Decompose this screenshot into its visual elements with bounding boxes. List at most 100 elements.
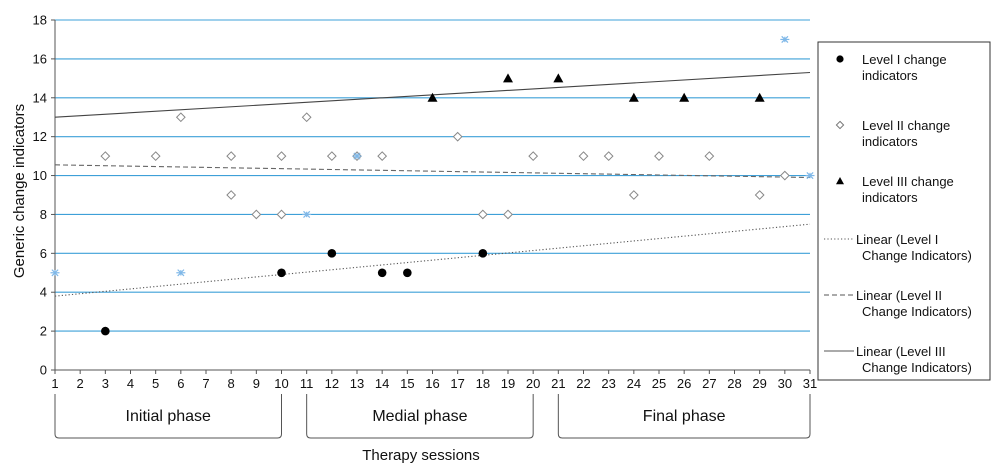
x-tick-label: 17: [450, 376, 464, 391]
x-tick-label: 4: [127, 376, 134, 391]
x-tick-label: 27: [702, 376, 716, 391]
x-tick-label: 11: [300, 376, 314, 391]
x-tick-label: 6: [177, 376, 184, 391]
y-tick-label: 6: [40, 246, 47, 261]
triangle-point: [628, 92, 639, 102]
x-tick-label: 8: [228, 376, 235, 391]
x-tick-label: 12: [325, 376, 339, 391]
axes: [54, 20, 810, 371]
y-tick-labels: 0 2 4 6 8 10 12 14 16 18: [33, 13, 55, 378]
legend: Level I change indicators Level II change i…: [817, 41, 991, 381]
legend-entry-trend1: Linear (Level I Change Indicators): [856, 232, 972, 263]
triangle-point: [553, 73, 564, 83]
circle-point: [277, 268, 286, 278]
phase-label: Medial phase: [372, 408, 467, 425]
legend-symbol: [836, 177, 844, 185]
y-tick-label: 2: [40, 324, 47, 339]
triangle-point: [427, 92, 438, 102]
asterisk-point: [805, 171, 815, 180]
x-tick-label: 20: [526, 376, 540, 391]
x-tick-label: 5: [152, 376, 159, 391]
diamond-point: [150, 151, 161, 162]
diamond-point: [100, 151, 111, 162]
trendlines: [54, 71, 811, 297]
diamond-point: [628, 190, 639, 200]
x-tick-label: 10: [274, 376, 288, 391]
legend-entry-trend2: Linear (Level II Change Indicators): [856, 288, 972, 319]
x-tick-label: 25: [652, 376, 666, 391]
circle-point: [327, 249, 337, 258]
diamond-point: [704, 151, 715, 162]
x-tick-label: 21: [551, 376, 565, 391]
x-tick-label: 19: [501, 376, 515, 391]
phase-brackets: Initial phase Medial phase Final phase: [54, 394, 811, 439]
phase-label: Initial phase: [126, 408, 211, 425]
phase-label: Final phase: [643, 408, 726, 425]
diamond-point: [503, 209, 513, 220]
trendline: [54, 223, 811, 297]
x-tick-label: 1: [51, 376, 58, 391]
x-tick-label: 22: [576, 376, 590, 391]
x-tick-label: 24: [627, 376, 641, 391]
diamond-point: [251, 209, 262, 220]
phase-bracket: [306, 416, 534, 439]
x-tick-label: 18: [476, 376, 490, 391]
y-tick-label: 14: [33, 90, 47, 105]
x-tick-label: 16: [425, 376, 439, 391]
triangle-point: [679, 92, 690, 102]
diamond-point: [754, 190, 765, 200]
x-tick-label: 2: [77, 376, 84, 391]
x-tick-label: 15: [400, 376, 414, 391]
legend-entry-level1: Level I change indicators: [862, 52, 947, 83]
diamond-point: [377, 151, 388, 162]
x-tick-label: 3: [102, 376, 109, 391]
x-tick-label: 28: [727, 376, 741, 391]
x-tick-labels: 1 2 3 4 5 6 7 8 9 10 11 12 13 14 15 16 17 18 19 20 21 22 23 24 2…: [51, 370, 817, 391]
triangle-point: [503, 73, 513, 83]
data-points: [50, 35, 815, 336]
phase-bracket: [54, 416, 282, 439]
x-tick-label: 26: [677, 376, 691, 391]
y-tick-label: 8: [40, 207, 47, 222]
y-axis-title: Generic change indicators: [11, 104, 28, 278]
circle-point: [478, 249, 488, 258]
x-tick-label: 29: [752, 376, 766, 391]
x-tick-label: 23: [601, 376, 615, 391]
legend-symbol: [835, 120, 845, 130]
phase-bracket: [557, 416, 811, 439]
diamond-point: [528, 151, 539, 162]
y-tick-label: 12: [33, 129, 47, 144]
x-tick-label: 7: [202, 376, 209, 391]
x-tick-label: 30: [778, 376, 792, 391]
x-tick-label: 9: [253, 376, 260, 391]
diamond-point: [779, 170, 790, 181]
diamond-point: [175, 112, 186, 123]
diamond-point: [603, 151, 614, 162]
diamond-point: [226, 190, 237, 200]
y-tick-label: 18: [33, 13, 47, 28]
diamond-point: [578, 151, 589, 162]
y-tick-label: 10: [33, 168, 47, 183]
legend-entry-trend3: Linear (Level III Change Indicators): [856, 344, 972, 375]
circle-point: [101, 326, 110, 336]
asterisk-point: [780, 35, 790, 44]
diamond-point: [654, 151, 664, 162]
diamond-point: [326, 151, 337, 162]
y-tick-label: 16: [33, 51, 47, 66]
trendline: [54, 164, 811, 179]
asterisk-point: [50, 269, 60, 277]
x-tick-label: 14: [375, 376, 389, 391]
circle-point: [403, 268, 412, 278]
diamond-point: [276, 209, 287, 220]
asterisk-point: [302, 210, 312, 219]
x-axis-title: Therapy sessions: [362, 447, 480, 464]
diamond-point: [452, 131, 463, 142]
asterisk-point: [352, 152, 362, 160]
diamond-point: [276, 151, 287, 162]
x-tick-label: 31: [803, 376, 817, 391]
asterisk-point: [176, 269, 186, 277]
y-tick-label: 0: [40, 363, 47, 378]
diamond-point: [477, 209, 488, 220]
grid-lines: [55, 19, 810, 332]
